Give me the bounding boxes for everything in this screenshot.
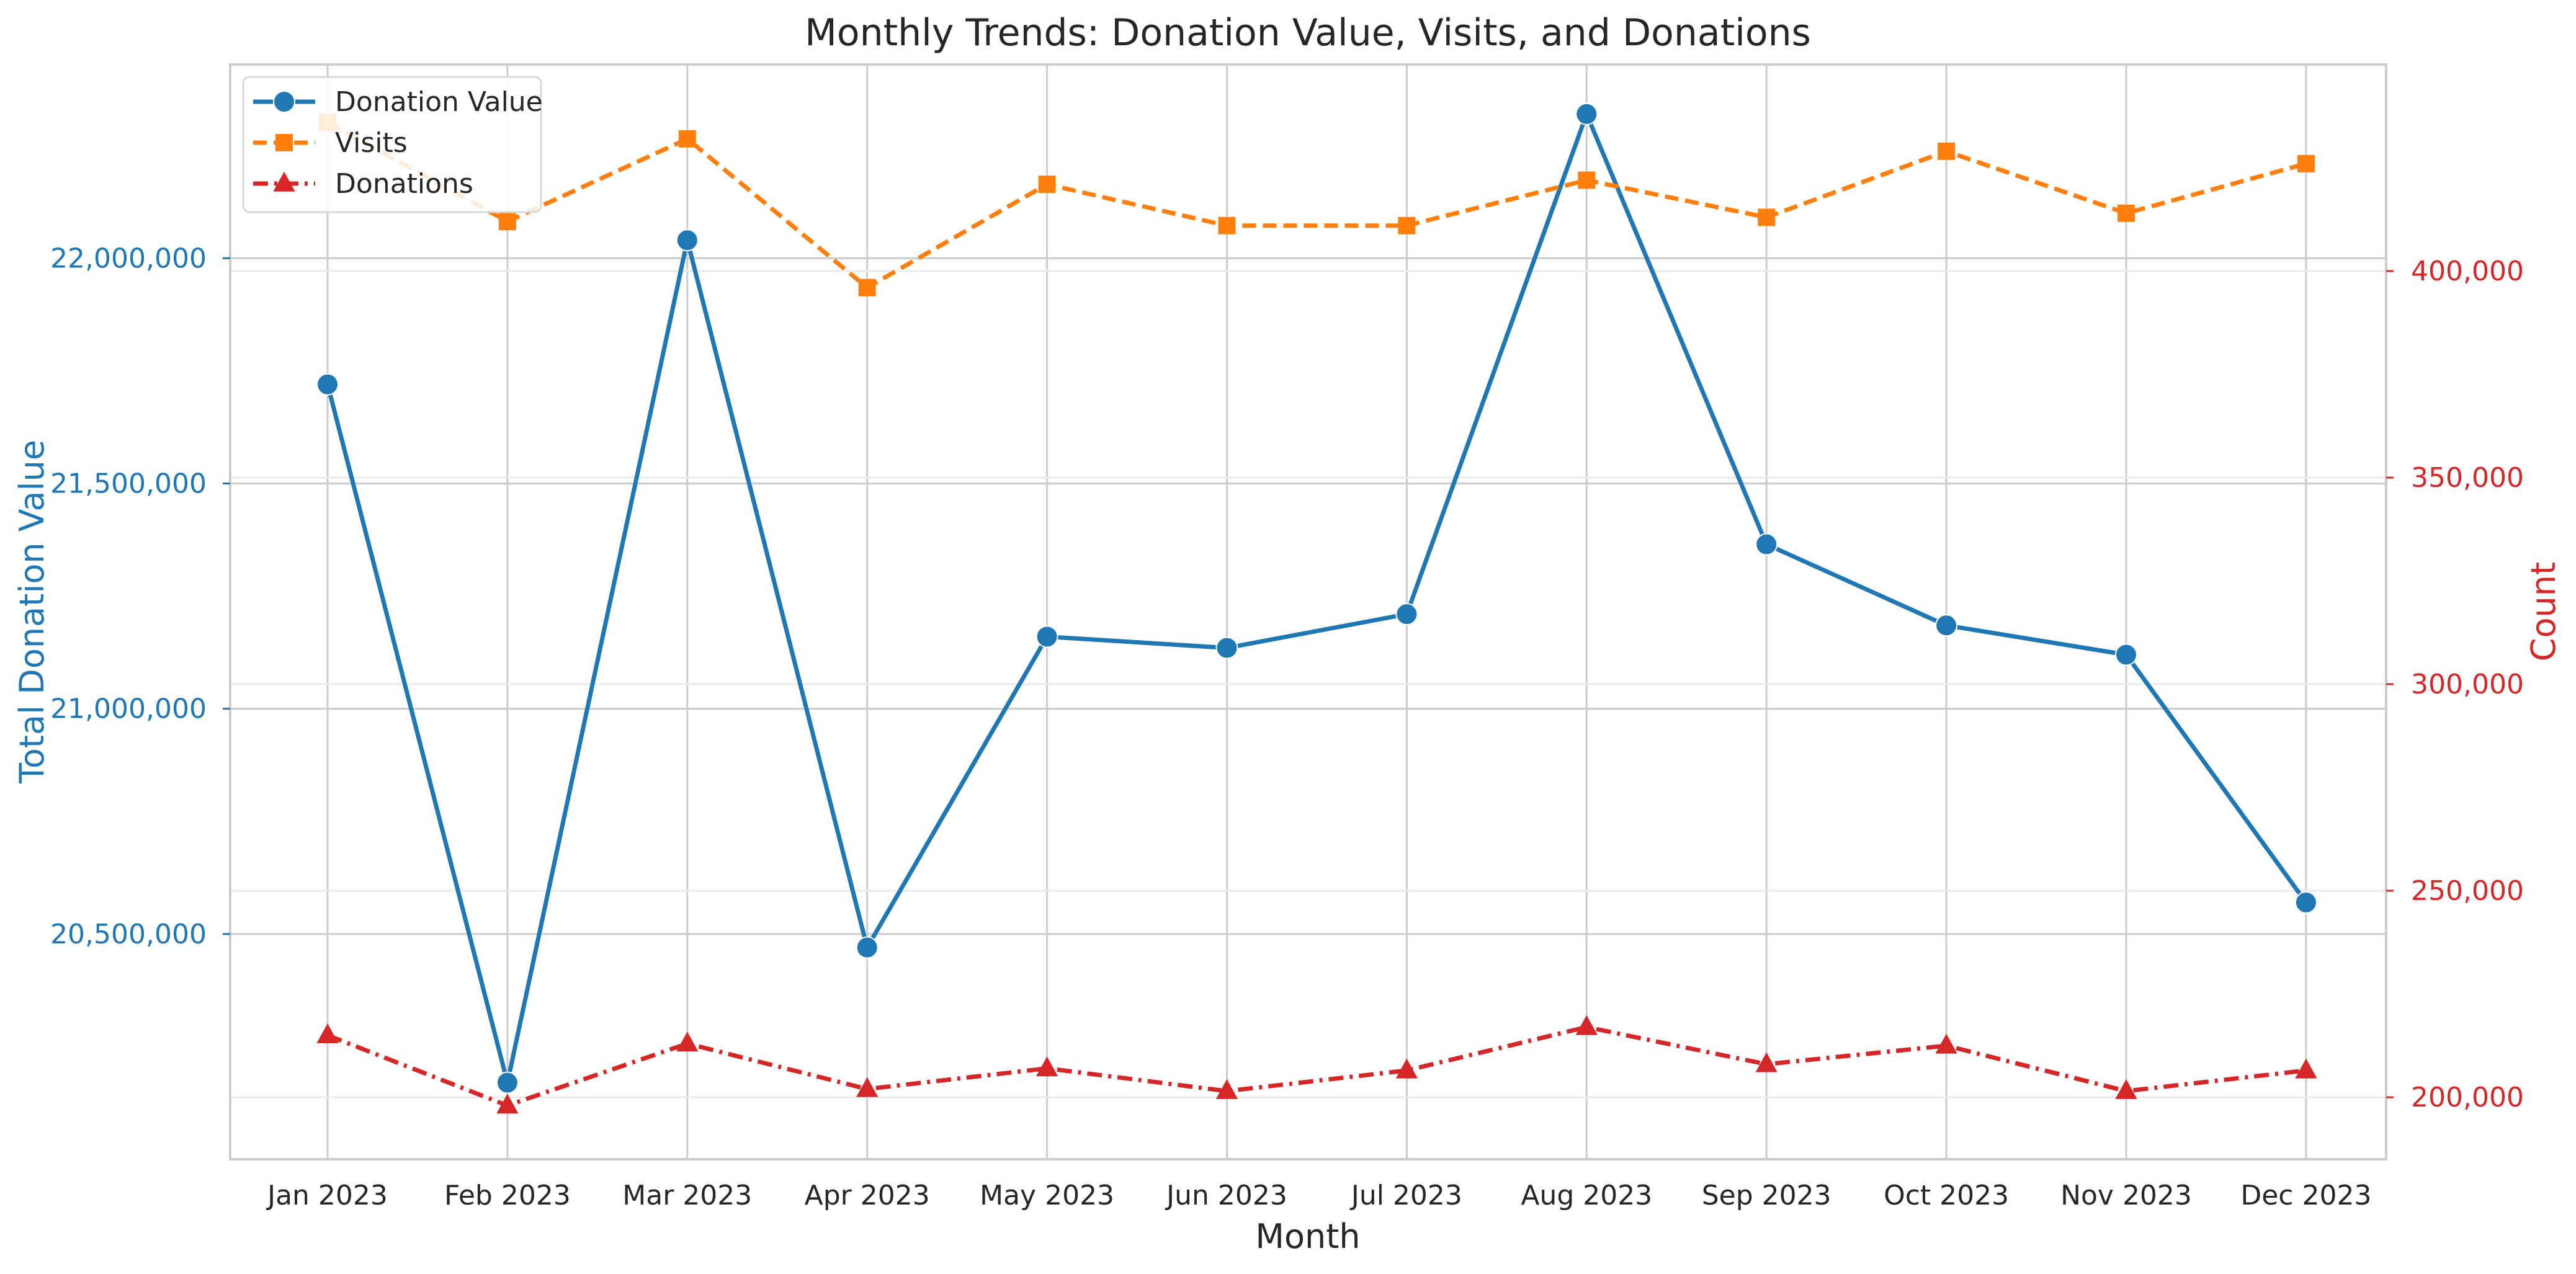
series-layer — [316, 102, 2317, 1114]
legend-label-donation-value: Donation Value — [335, 86, 543, 118]
y-right-tick-label: 200,000 — [2411, 1082, 2524, 1113]
y-right-tick-label: 400,000 — [2411, 256, 2524, 287]
visits-point — [498, 213, 516, 231]
donations-point — [496, 1094, 519, 1114]
donations-point — [1215, 1079, 1238, 1099]
donation-value-point — [676, 229, 699, 252]
x-axis-label: Month — [1255, 1217, 1360, 1256]
legend: Donation Value Visits Donations — [242, 76, 543, 213]
donation-value-point — [1215, 636, 1238, 659]
donations-point — [2115, 1079, 2137, 1099]
chart-title: Monthly Trends: Donation Value, Visits, … — [805, 11, 1811, 55]
y-axis-label-right: Count — [2524, 562, 2563, 661]
legend-box — [242, 76, 542, 213]
x-tick-label: Oct 2023 — [1884, 1180, 2009, 1211]
visits-point — [1758, 208, 1776, 226]
donation-value-point — [316, 373, 339, 396]
donation-value-point — [856, 936, 879, 959]
plot-frame — [229, 63, 2387, 1160]
donation-value-point — [1755, 533, 1778, 556]
x-tick-label: Nov 2023 — [2060, 1180, 2192, 1211]
donation-value-point — [2294, 891, 2317, 914]
y-left-tick-label: 20,500,000 — [50, 919, 207, 950]
visits-point — [1578, 171, 1596, 189]
y-left-tick-label: 21,500,000 — [50, 468, 207, 499]
y-right-tick-label: 300,000 — [2411, 669, 2524, 700]
visits-point — [1938, 142, 1956, 160]
x-tick-label: Mar 2023 — [622, 1180, 752, 1211]
donation-value-point — [1035, 625, 1058, 648]
y-axis-label-left: Total Donation Value — [12, 440, 51, 784]
donations-point — [1755, 1052, 1778, 1072]
legend-marker-donations — [273, 171, 295, 192]
donations-point — [676, 1031, 699, 1052]
legend-marker-donation-value — [273, 91, 295, 113]
donation-value-point — [1575, 102, 1598, 125]
donations-point — [1575, 1015, 1598, 1035]
x-tick-label: Jun 2023 — [1165, 1180, 1287, 1211]
legend-marker-visits — [275, 134, 293, 151]
donations-point — [2295, 1058, 2317, 1079]
donations-point — [1395, 1058, 1418, 1079]
visits-point — [1218, 216, 1236, 234]
y-left-tick-label: 21,000,000 — [50, 693, 207, 725]
legend-entries: Donation Value Visits Donations — [253, 86, 543, 200]
visits-point — [2118, 204, 2135, 222]
donation-value-point — [1935, 614, 1958, 637]
donations-point — [316, 1023, 339, 1043]
x-tick-label: Aug 2023 — [1521, 1180, 1652, 1211]
donations-point — [1036, 1056, 1058, 1077]
y-right-tick-label: 250,000 — [2411, 875, 2524, 907]
x-tick-label: Dec 2023 — [2240, 1180, 2371, 1211]
donation-value-point — [496, 1071, 519, 1094]
x-tick-label: May 2023 — [980, 1180, 1114, 1211]
visits-point — [858, 278, 876, 296]
donation-value-point — [1395, 603, 1418, 626]
x-tick-label: Jul 2023 — [1349, 1180, 1462, 1211]
visits-line — [326, 120, 2307, 290]
x-tick-label: Apr 2023 — [805, 1180, 930, 1211]
axis-layer: Jan 2023 Feb 2023 Mar 2023 Apr 2023 May 2023… — [50, 243, 2524, 1211]
legend-label-visits: Visits — [335, 127, 408, 159]
donations-point — [1935, 1033, 1957, 1054]
x-tick-label: Sep 2023 — [1702, 1180, 1831, 1211]
y-right-tick-label: 350,000 — [2411, 462, 2524, 494]
visits-point — [678, 130, 696, 148]
x-tick-label: Feb 2023 — [444, 1180, 571, 1211]
donations-point — [856, 1077, 879, 1097]
visits-point — [1038, 176, 1056, 194]
visits-point — [1398, 216, 1416, 234]
donation-value-line — [325, 112, 2308, 1085]
donation-value-point — [2115, 643, 2137, 666]
legend-label-donations: Donations — [335, 168, 473, 200]
visits-point — [2297, 154, 2315, 172]
y-left-tick-label: 22,000,000 — [50, 243, 207, 274]
x-tick-label: Jan 2023 — [266, 1180, 388, 1211]
